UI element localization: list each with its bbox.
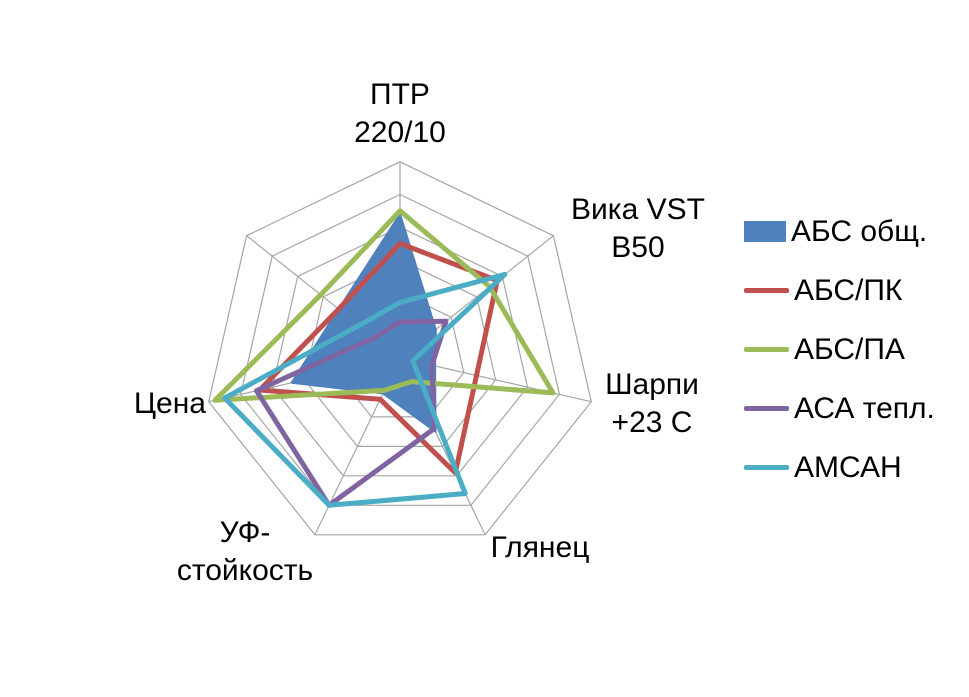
series-4-polygon — [222, 271, 508, 508]
axis-label-vika: Вика VST B50 — [571, 193, 705, 264]
grid-ring — [208, 161, 592, 536]
legend-line-icon — [744, 288, 789, 293]
legend-line-icon — [744, 347, 789, 352]
series-2-polygon — [212, 208, 556, 403]
legend-label: АБС общ. — [791, 214, 928, 248]
legend-item-0: АБС общ. — [744, 202, 935, 261]
legend-item-4: АМСАН — [744, 438, 935, 497]
axis-label-sharpi: Шарпи +23 С — [605, 368, 699, 439]
axis-label-tsena: Цена — [134, 387, 206, 420]
grid-ring — [239, 193, 561, 506]
legend: АБС общ. АБС/ПК АБС/ПА АСА тепл. АМСАН — [744, 202, 935, 497]
axis-label-uv: УФ-стойкость — [177, 516, 313, 587]
legend-item-2: АБС/ПА — [744, 320, 935, 379]
legend-label: АМСАН — [794, 450, 902, 484]
grid-ring — [303, 259, 497, 447]
legend-label: АБС/ПК — [794, 273, 903, 307]
legend-line-icon — [744, 406, 789, 411]
grid-ring — [271, 226, 529, 477]
legend-item-3: АСА тепл. — [744, 379, 935, 438]
legend-label: АБС/ПА — [794, 332, 905, 366]
legend-swatch-icon — [744, 221, 786, 242]
axis-label-glyanets: Глянец — [491, 531, 590, 564]
legend-line-icon — [744, 465, 789, 470]
axis-label-ptr: ПТР 220/10 — [354, 78, 446, 149]
axis-labels: ПТР 220/10 Вика VST B50 Шарпи +23 С Глянец УФ-с… — [134, 78, 705, 587]
legend-item-1: АБС/ПК — [744, 261, 935, 320]
legend-label: АСА тепл. — [794, 391, 935, 425]
radar-series — [212, 208, 556, 508]
